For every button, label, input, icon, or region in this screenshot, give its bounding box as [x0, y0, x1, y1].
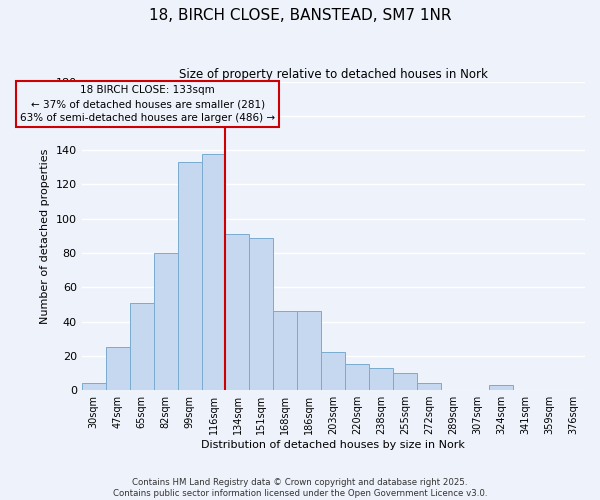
- Bar: [489, 385, 513, 390]
- Bar: [417, 383, 441, 390]
- Title: Size of property relative to detached houses in Nork: Size of property relative to detached ho…: [179, 68, 488, 80]
- Bar: [369, 368, 393, 390]
- Bar: [154, 253, 178, 390]
- Bar: [346, 364, 369, 390]
- Text: Contains HM Land Registry data © Crown copyright and database right 2025.
Contai: Contains HM Land Registry data © Crown c…: [113, 478, 487, 498]
- Bar: [82, 383, 106, 390]
- X-axis label: Distribution of detached houses by size in Nork: Distribution of detached houses by size …: [202, 440, 465, 450]
- Bar: [393, 373, 417, 390]
- Bar: [298, 312, 322, 390]
- Bar: [106, 347, 130, 390]
- Bar: [274, 312, 298, 390]
- Y-axis label: Number of detached properties: Number of detached properties: [40, 148, 50, 324]
- Bar: [226, 234, 250, 390]
- Bar: [202, 154, 226, 390]
- Bar: [130, 302, 154, 390]
- Text: 18, BIRCH CLOSE, BANSTEAD, SM7 1NR: 18, BIRCH CLOSE, BANSTEAD, SM7 1NR: [149, 8, 451, 22]
- Text: 18 BIRCH CLOSE: 133sqm
← 37% of detached houses are smaller (281)
63% of semi-de: 18 BIRCH CLOSE: 133sqm ← 37% of detached…: [20, 85, 275, 123]
- Bar: [250, 238, 274, 390]
- Bar: [322, 352, 346, 390]
- Bar: [178, 162, 202, 390]
